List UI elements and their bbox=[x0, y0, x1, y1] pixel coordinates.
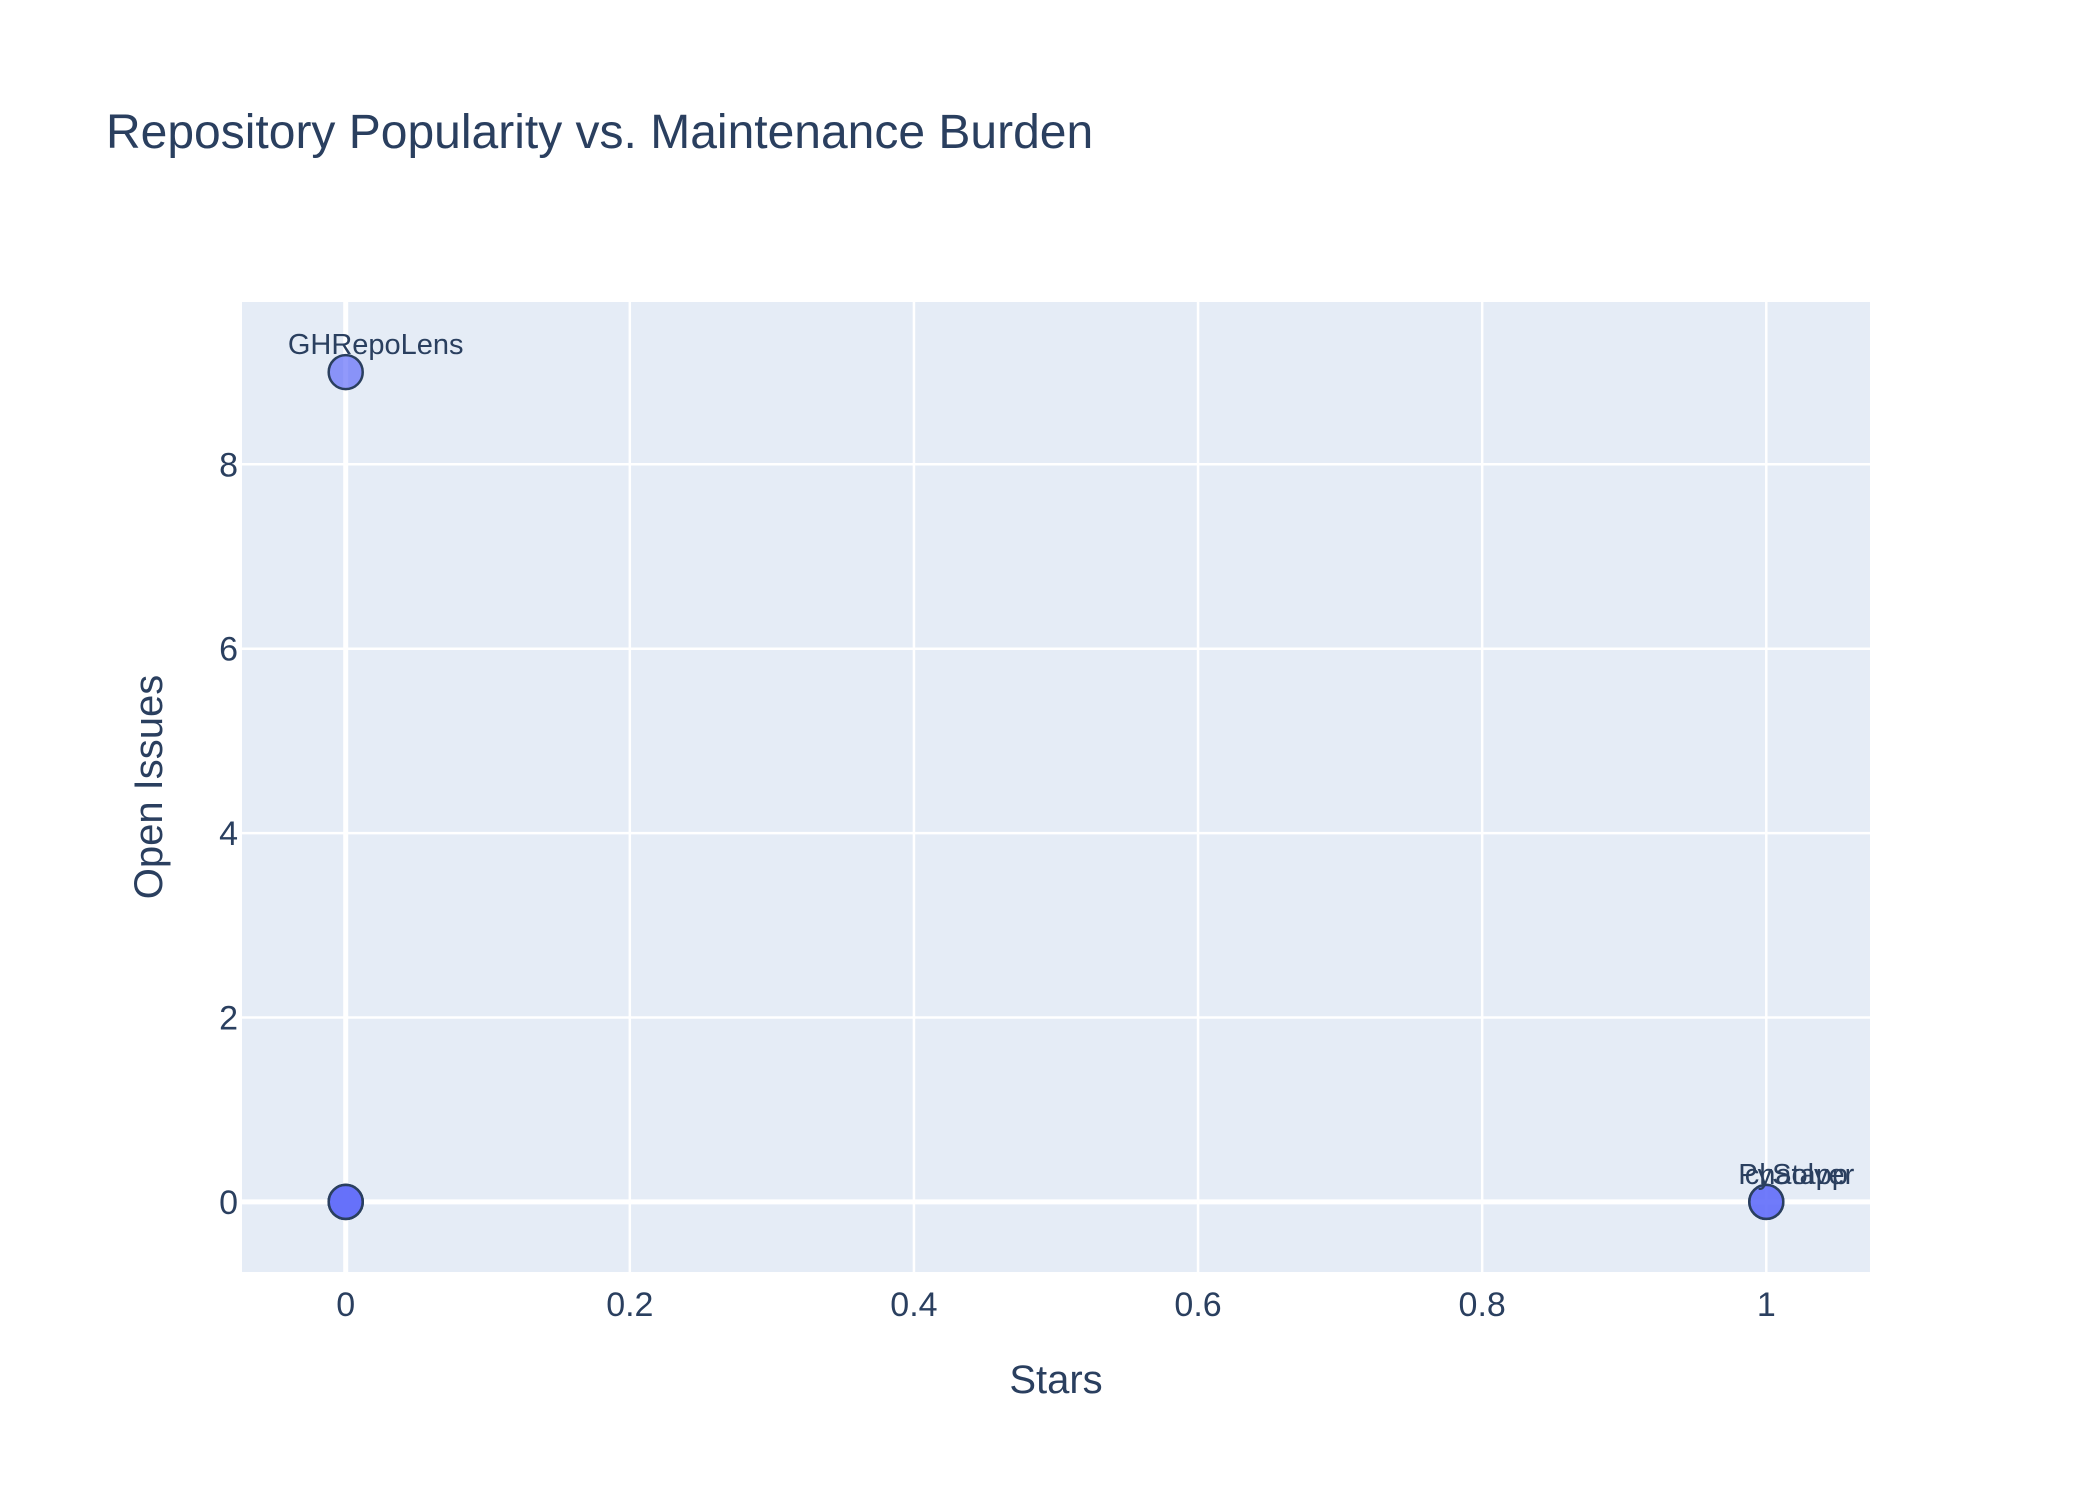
data-points bbox=[327, 353, 1785, 1221]
y-tick-label: 6 bbox=[219, 631, 238, 669]
y-tick-label: 0 bbox=[219, 1184, 238, 1222]
point-label: PySolver bbox=[1738, 1159, 1854, 1191]
scatter-point bbox=[1748, 1183, 1785, 1221]
point-label: GHRepoLens bbox=[288, 329, 464, 361]
scatter-point bbox=[327, 1183, 364, 1221]
x-tick-label: 0.8 bbox=[1459, 1286, 1506, 1324]
x-tick-label: 0.2 bbox=[606, 1286, 653, 1324]
grid-lines bbox=[242, 302, 1870, 1272]
scatter-point bbox=[327, 353, 364, 391]
y-tick-label: 4 bbox=[219, 815, 238, 853]
y-tick-label: 8 bbox=[219, 446, 238, 484]
chart-title: Repository Popularity vs. Maintenance Bu… bbox=[106, 106, 1093, 159]
point-label: chatapp bbox=[1745, 1159, 1848, 1191]
plot-background bbox=[242, 302, 1870, 1272]
y-tick-label: 2 bbox=[219, 1000, 238, 1038]
x-tick-label: 1 bbox=[1757, 1286, 1776, 1324]
x-axis-label: Stars bbox=[1009, 1358, 1102, 1402]
x-tick-label: 0.4 bbox=[890, 1286, 937, 1324]
x-tick-label: 0.6 bbox=[1174, 1286, 1221, 1324]
x-tick-label: 0 bbox=[336, 1286, 355, 1324]
y-axis-label: Open Issues bbox=[127, 675, 171, 900]
tick-labels: 0 0.2 0.4 0.6 0.8 1 0 2 4 6 8 bbox=[219, 446, 1776, 1324]
